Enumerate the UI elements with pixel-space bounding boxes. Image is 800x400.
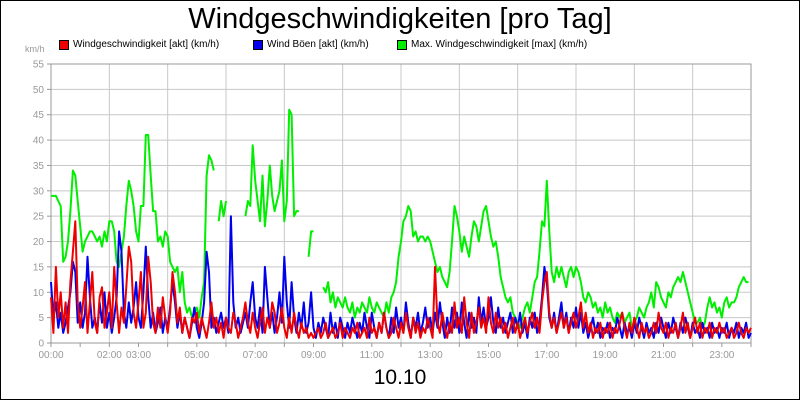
x-tick-label: 21:00 bbox=[651, 350, 676, 361]
legend-item-akt: Windgeschwindigkeit [akt] (km/h) bbox=[59, 39, 219, 50]
y-tick-label: 25 bbox=[33, 212, 45, 223]
y-tick-label: 40 bbox=[33, 136, 45, 147]
y-tick-label: 45 bbox=[33, 110, 45, 121]
x-tick-label: 09:00 bbox=[301, 350, 326, 361]
series-line bbox=[50, 220, 752, 339]
y-tick-label: 15 bbox=[33, 262, 45, 273]
grid bbox=[51, 63, 751, 343]
x-tick-label: 03:00 bbox=[126, 350, 151, 361]
y-tick-label: 20 bbox=[33, 237, 45, 248]
x-tick-label: 15:00 bbox=[476, 350, 501, 361]
x-tick-label: 07:00 bbox=[243, 350, 268, 361]
series-0 bbox=[50, 220, 752, 339]
x-tick-label: 17:00 bbox=[534, 350, 559, 361]
legend-label: Max. Windgeschwindigkeit [max] (km/h) bbox=[411, 39, 588, 50]
y-axis-unit-label: km/h bbox=[25, 44, 45, 54]
series-line bbox=[322, 179, 749, 329]
y-tick-label: 10 bbox=[33, 288, 45, 299]
legend-swatch-blue bbox=[253, 39, 263, 50]
date-label: 10.10 bbox=[373, 366, 427, 389]
y-tick-label: 50 bbox=[33, 85, 45, 96]
y-tick-label: 30 bbox=[33, 186, 45, 197]
series-line bbox=[244, 108, 299, 228]
legend-swatch-green bbox=[397, 39, 407, 50]
y-tick-label: 55 bbox=[33, 60, 45, 71]
legend-label: Windgeschwindigkeit [akt] (km/h) bbox=[73, 39, 220, 50]
series-line bbox=[51, 134, 215, 319]
series-line bbox=[217, 200, 227, 222]
series-2 bbox=[51, 108, 749, 329]
y-tick-label: 5 bbox=[38, 313, 44, 324]
x-tick-label: 05:00 bbox=[184, 350, 209, 361]
x-tick-label: 13:00 bbox=[418, 350, 443, 361]
axes: 0 5 10 15 20 25 30 35 40 45 50 55 00:00 02:00 03:00 05:… bbox=[33, 60, 752, 361]
chart-title: Windgeschwindigkeiten [pro Tag] bbox=[188, 3, 612, 35]
legend-swatch-red bbox=[59, 39, 69, 50]
x-tick-label: 00:00 bbox=[38, 350, 63, 361]
x-tick-label: 23:00 bbox=[709, 350, 734, 361]
x-tick-label: 11:00 bbox=[360, 350, 385, 361]
series-line bbox=[307, 230, 314, 257]
y-tick-label: 0 bbox=[38, 339, 44, 350]
series bbox=[50, 108, 752, 339]
plot-border bbox=[50, 63, 752, 344]
legend-label: Wind Böen [akt] (km/h) bbox=[267, 39, 369, 50]
x-tick-label: 02:00 bbox=[97, 350, 122, 361]
legend-item-boeen: Wind Böen [akt] (km/h) bbox=[253, 39, 369, 50]
x-tick-label: 19:00 bbox=[593, 350, 618, 361]
y-tick-label: 35 bbox=[33, 161, 45, 172]
legend-item-max: Max. Windgeschwindigkeit [max] (km/h) bbox=[397, 39, 587, 50]
